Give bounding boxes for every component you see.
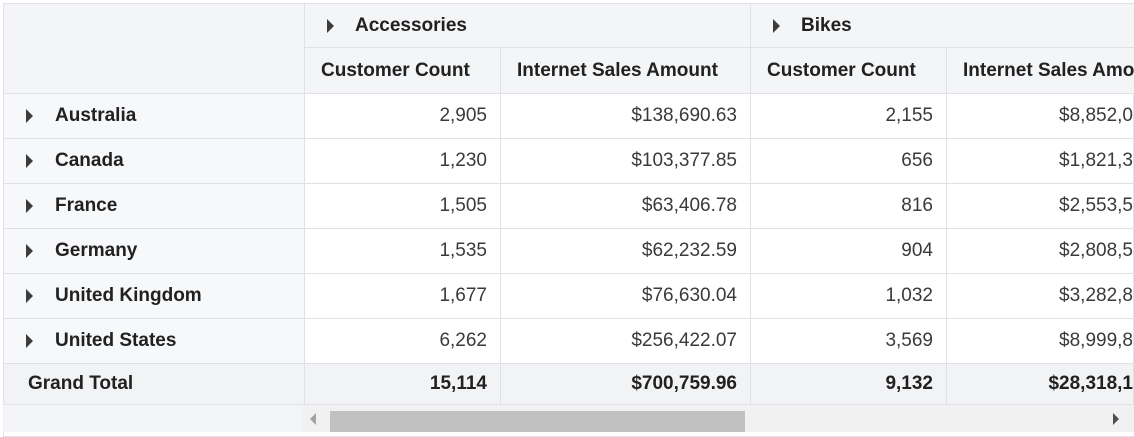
measure-header-internet-sales-amount[interactable]: Internet Sales Amount xyxy=(501,48,751,94)
grand-total-value: $28,318,1 xyxy=(947,364,1134,405)
grand-total-value: 9,132 xyxy=(751,364,947,405)
scrollbar-corner xyxy=(3,405,302,432)
value-cell[interactable]: $2,553,5 xyxy=(947,184,1134,229)
row-label: France xyxy=(55,195,118,216)
column-group-label: Bikes xyxy=(801,14,852,36)
value-cell[interactable]: $8,999,8 xyxy=(947,319,1134,364)
expand-triangle-icon[interactable] xyxy=(327,18,334,33)
expand-triangle-icon[interactable] xyxy=(26,199,33,213)
expand-triangle-icon[interactable] xyxy=(773,18,780,33)
grand-total-value: $700,759.96 xyxy=(501,364,751,405)
row-header[interactable]: Australia xyxy=(4,94,305,139)
expand-triangle-icon[interactable] xyxy=(26,154,33,168)
value-cell[interactable]: 656 xyxy=(751,139,947,184)
value-cell[interactable]: $2,808,5 xyxy=(947,229,1134,274)
value-cell[interactable]: $3,282,8 xyxy=(947,274,1134,319)
value-cell[interactable]: 3,569 xyxy=(751,319,947,364)
value-cell[interactable]: 1,032 xyxy=(751,274,947,319)
measure-header-customer-count[interactable]: Customer Count xyxy=(305,48,501,94)
expand-triangle-icon[interactable] xyxy=(26,334,33,348)
value-cell[interactable]: 904 xyxy=(751,229,947,274)
value-cell[interactable]: 2,905 xyxy=(305,94,501,139)
scroll-right-arrow-icon[interactable] xyxy=(1113,413,1119,425)
value-cell[interactable]: 1,677 xyxy=(305,274,501,319)
row-header[interactable]: France xyxy=(4,184,305,229)
value-cell[interactable]: $8,852,0 xyxy=(947,94,1134,139)
value-cell[interactable]: 1,505 xyxy=(305,184,501,229)
expand-triangle-icon[interactable] xyxy=(26,244,33,258)
value-cell[interactable]: 6,262 xyxy=(305,319,501,364)
column-group-label: Accessories xyxy=(355,14,467,36)
value-cell[interactable]: 1,535 xyxy=(305,229,501,274)
scrollbar-thumb[interactable] xyxy=(330,411,745,432)
value-cell[interactable]: $103,377.85 xyxy=(501,139,751,184)
value-cell[interactable]: 1,230 xyxy=(305,139,501,184)
value-cell[interactable]: $76,630.04 xyxy=(501,274,751,319)
column-group-bikes[interactable]: Bikes xyxy=(751,4,1134,48)
row-label: United Kingdom xyxy=(55,285,202,306)
row-header[interactable]: United Kingdom xyxy=(4,274,305,319)
value-cell[interactable]: 2,155 xyxy=(751,94,947,139)
value-cell[interactable]: $138,690.63 xyxy=(501,94,751,139)
value-cell[interactable]: 816 xyxy=(751,184,947,229)
row-label: Australia xyxy=(55,105,137,126)
measure-header-customer-count[interactable]: Customer Count xyxy=(751,48,947,94)
expand-triangle-icon[interactable] xyxy=(26,109,33,123)
column-group-accessories[interactable]: Accessories xyxy=(305,4,751,48)
row-label: Canada xyxy=(55,150,124,171)
row-header[interactable]: Canada xyxy=(4,139,305,184)
corner-header xyxy=(4,4,305,94)
expand-triangle-icon[interactable] xyxy=(26,289,33,303)
value-cell[interactable]: $1,821,3 xyxy=(947,139,1134,184)
scroll-left-arrow-icon[interactable] xyxy=(310,413,316,425)
value-cell[interactable]: $256,422.07 xyxy=(501,319,751,364)
value-cell[interactable]: $63,406.78 xyxy=(501,184,751,229)
row-header[interactable]: United States xyxy=(4,319,305,364)
row-label: Germany xyxy=(55,240,138,261)
grand-total-label: Grand Total xyxy=(4,364,305,405)
grand-total-value: 15,114 xyxy=(305,364,501,405)
row-label: United States xyxy=(55,330,177,351)
row-header[interactable]: Germany xyxy=(4,229,305,274)
value-cell[interactable]: $62,232.59 xyxy=(501,229,751,274)
measure-header-internet-sales-amount[interactable]: Internet Sales Amo xyxy=(947,48,1134,94)
